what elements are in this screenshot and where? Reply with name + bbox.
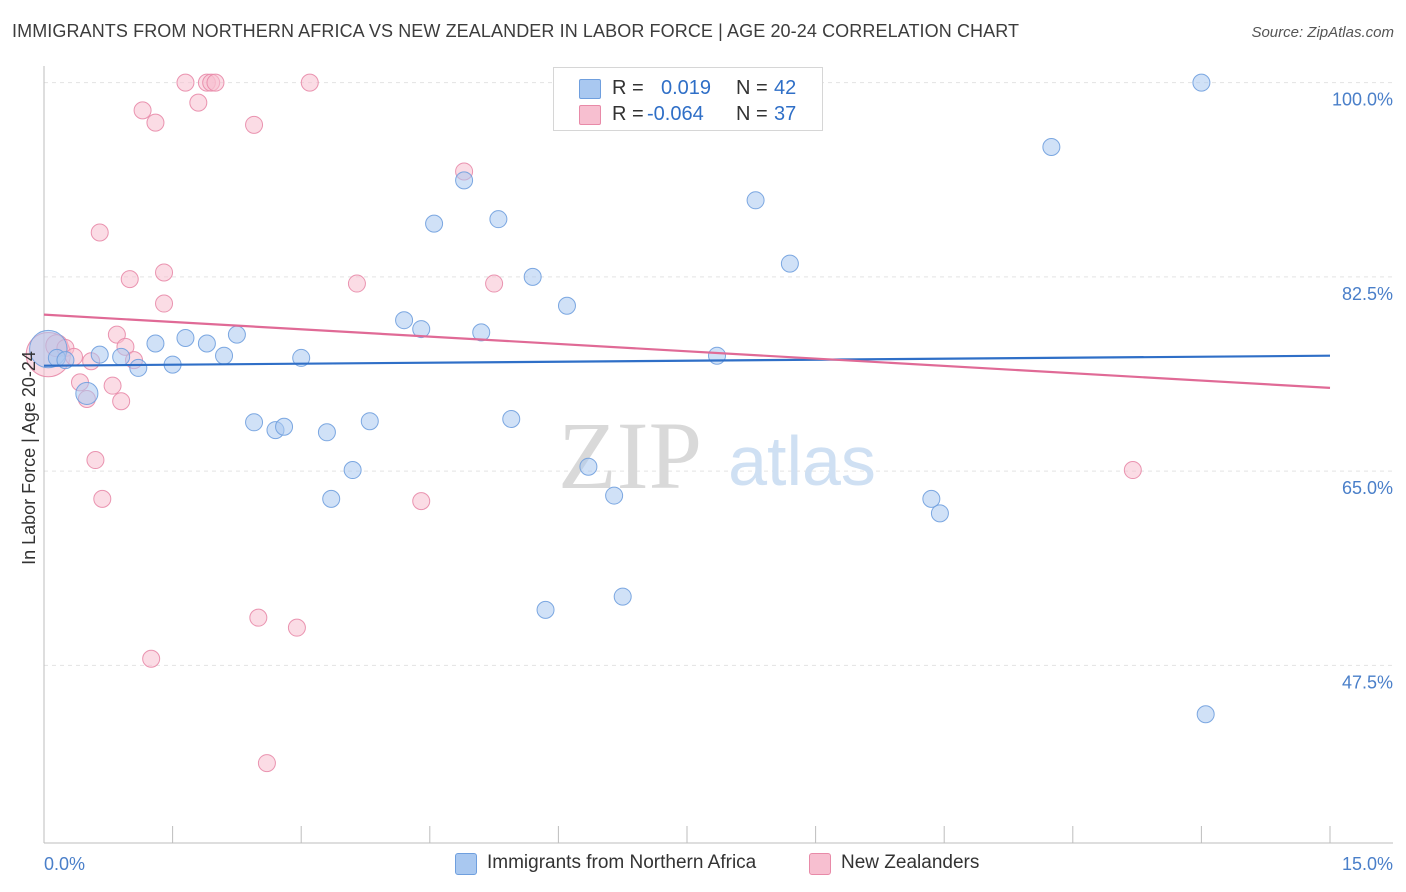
point-immigrants bbox=[412, 320, 431, 339]
point-immigrants bbox=[455, 171, 474, 190]
trend-line-new-zealanders bbox=[43, 313, 1331, 389]
point-new-zealanders bbox=[142, 649, 161, 668]
watermark-zip: ZIP bbox=[558, 402, 702, 509]
point-immigrants bbox=[227, 325, 246, 344]
point-immigrants bbox=[425, 214, 444, 233]
point-immigrants bbox=[215, 346, 234, 365]
point-new-zealanders bbox=[287, 618, 306, 637]
chart-title: IMMIGRANTS FROM NORTHERN AFRICA VS NEW Z… bbox=[12, 21, 1020, 41]
point-immigrants bbox=[343, 461, 362, 480]
legend-swatch-immigrants bbox=[579, 79, 601, 99]
bottom-legend-label-new-zealanders: New Zealanders bbox=[841, 852, 980, 873]
point-immigrants bbox=[245, 413, 264, 432]
point-new-zealanders bbox=[245, 115, 264, 134]
point-immigrants bbox=[1192, 73, 1211, 92]
point-immigrants bbox=[1196, 705, 1215, 724]
point-new-zealanders bbox=[103, 376, 122, 395]
point-immigrants bbox=[930, 504, 949, 523]
legend-n-value: 42 bbox=[774, 77, 797, 99]
point-immigrants bbox=[605, 486, 624, 505]
point-immigrants bbox=[922, 489, 941, 508]
point-immigrants bbox=[292, 348, 311, 367]
grid-lines bbox=[44, 82, 1393, 666]
point-immigrants bbox=[502, 409, 521, 428]
point-new-zealanders bbox=[1123, 461, 1142, 480]
point-immigrants bbox=[1042, 138, 1061, 157]
bottom-legend-swatch-new-zealanders bbox=[809, 853, 831, 875]
point-immigrants bbox=[746, 191, 765, 210]
point-new-zealanders bbox=[412, 492, 431, 511]
watermark-atlas: atlas bbox=[728, 422, 876, 500]
point-new-zealanders bbox=[485, 274, 504, 293]
point-immigrants bbox=[523, 267, 542, 286]
point-new-zealanders bbox=[112, 392, 131, 411]
axes bbox=[43, 66, 1393, 844]
bottom-legend-label-immigrants: Immigrants from Northern Africa bbox=[487, 852, 757, 873]
point-immigrants bbox=[176, 328, 195, 347]
point-immigrants bbox=[489, 210, 508, 229]
point-new-zealanders bbox=[86, 451, 105, 470]
point-new-zealanders bbox=[176, 73, 195, 92]
point-new-zealanders bbox=[120, 270, 139, 289]
legend-n-value: 37 bbox=[774, 103, 797, 125]
legend-r-value: -0.064 bbox=[647, 103, 704, 125]
point-immigrants bbox=[129, 358, 148, 377]
point-immigrants bbox=[275, 417, 294, 436]
y-tick-label: 82.5% bbox=[1342, 284, 1393, 304]
point-new-zealanders bbox=[257, 754, 276, 773]
legend-swatch-new-zealanders bbox=[579, 105, 601, 125]
point-new-zealanders bbox=[206, 73, 225, 92]
point-new-zealanders bbox=[300, 73, 319, 92]
point-new-zealanders bbox=[249, 608, 268, 627]
point-new-zealanders bbox=[133, 101, 152, 120]
x-tick-label: 0.0% bbox=[44, 854, 85, 874]
trend-lines bbox=[43, 313, 1331, 389]
point-immigrants bbox=[90, 345, 109, 364]
point-immigrants bbox=[112, 347, 131, 366]
point-new-zealanders bbox=[347, 274, 366, 293]
point-immigrants bbox=[395, 311, 414, 330]
legend-n-label: N = bbox=[736, 103, 768, 125]
y-tick-label: 65.0% bbox=[1342, 478, 1393, 498]
y-axis-title: In Labor Force | Age 20-24 bbox=[19, 351, 39, 565]
point-new-zealanders bbox=[189, 93, 208, 112]
point-immigrants bbox=[197, 334, 216, 353]
point-immigrants bbox=[317, 423, 336, 442]
point-new-zealanders bbox=[155, 294, 174, 313]
bottom-legend-swatch-immigrants bbox=[455, 853, 477, 875]
point-immigrants bbox=[472, 323, 491, 342]
point-immigrants bbox=[322, 489, 341, 508]
point-immigrants bbox=[360, 412, 379, 431]
point-immigrants bbox=[613, 587, 632, 606]
point-new-zealanders bbox=[155, 263, 174, 282]
legend-n-label: N = bbox=[736, 77, 768, 99]
point-new-zealanders bbox=[146, 113, 165, 132]
point-immigrants bbox=[557, 296, 576, 315]
data-points bbox=[25, 73, 1215, 773]
legend-r-label: R = bbox=[612, 77, 644, 99]
point-immigrants bbox=[579, 457, 598, 476]
point-immigrants bbox=[536, 600, 555, 619]
point-immigrants bbox=[708, 346, 727, 365]
trend-line-immigrants bbox=[43, 354, 1331, 367]
point-immigrants bbox=[56, 351, 75, 370]
correlation-legend: R = 0.019 N = 42 R = -0.064 N = 37 bbox=[553, 67, 823, 131]
point-immigrants bbox=[75, 381, 99, 406]
y-tick-label: 100.0% bbox=[1332, 90, 1393, 110]
point-new-zealanders bbox=[93, 489, 112, 508]
tick-labels: 100.0% 82.5% 65.0% 47.5% 0.0% 15.0% bbox=[44, 90, 1393, 874]
point-new-zealanders bbox=[90, 223, 109, 242]
legend-r-label: R = bbox=[612, 103, 644, 125]
source-label: Source: ZipAtlas.com bbox=[1251, 24, 1394, 41]
point-new-zealanders bbox=[107, 325, 126, 344]
y-tick-label: 47.5% bbox=[1342, 672, 1393, 692]
point-immigrants bbox=[780, 254, 799, 273]
legend-r-value: 0.019 bbox=[661, 77, 712, 99]
x-tick-label: 15.0% bbox=[1342, 854, 1393, 874]
watermark: ZIP atlas bbox=[558, 402, 876, 509]
point-immigrants bbox=[146, 334, 165, 353]
